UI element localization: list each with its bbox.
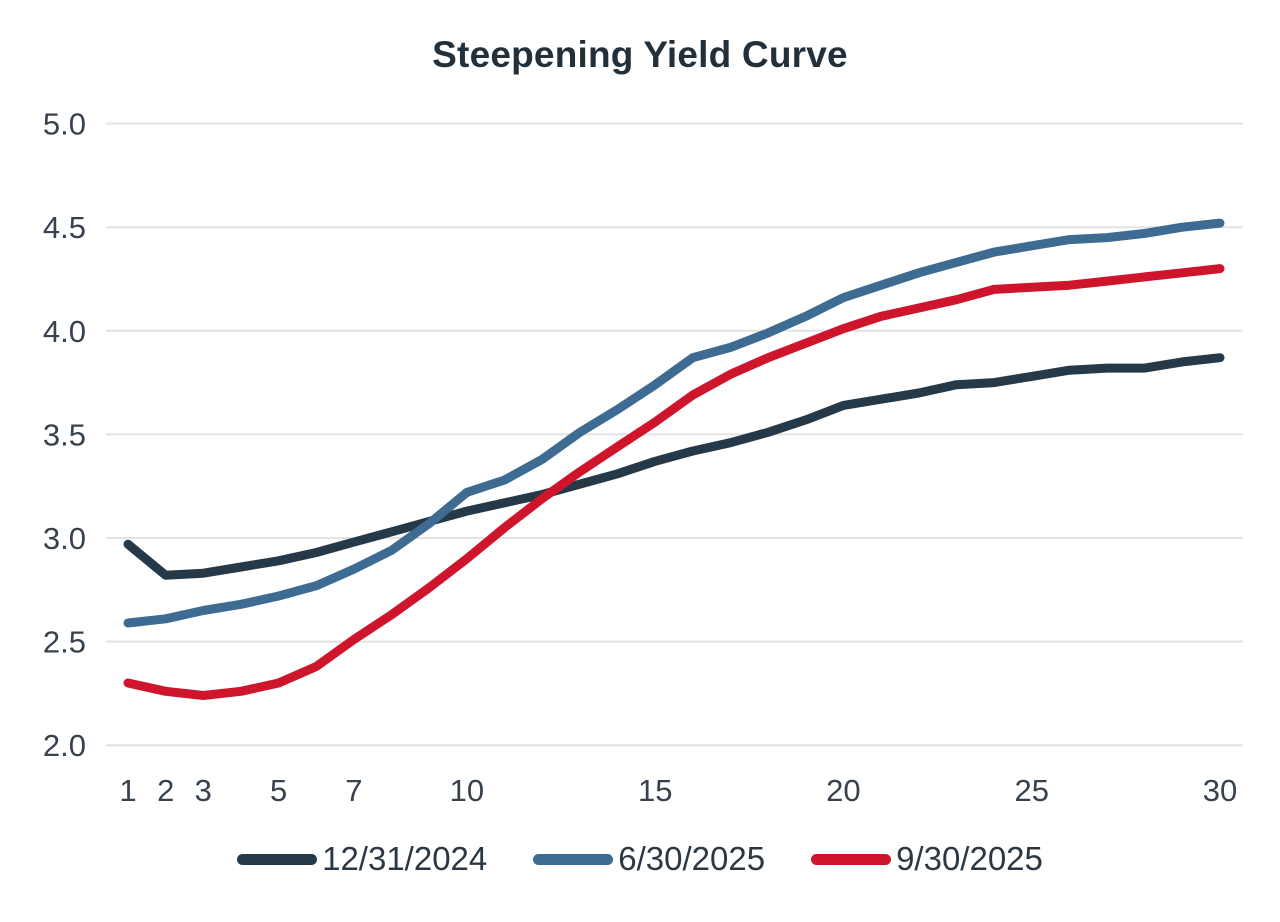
y-tick-label-5.0: 5.0	[43, 107, 86, 142]
y-tick-label-4.5: 4.5	[43, 210, 86, 245]
series-lines-group	[123, 218, 1225, 700]
series-line-1	[123, 218, 1225, 628]
gridlines-group	[106, 122, 1243, 747]
x-tick-label-25: 25	[1014, 773, 1048, 808]
x-tick-label-5: 5	[270, 773, 287, 808]
x-tick-label-3: 3	[195, 773, 212, 808]
legend-item-9-30-2025: 9/30/2025	[811, 840, 1043, 878]
series-line-0	[123, 353, 1225, 580]
x-axis-labels-group: 1 2 3 5 7 10 15 20 25 30	[119, 773, 1237, 808]
x-tick-label-30: 30	[1203, 773, 1237, 808]
legend-swatch-12-31-2024	[237, 853, 318, 865]
legend-item-12-31-2024: 12/31/2024	[237, 840, 487, 878]
y-tick-label-2.5: 2.5	[43, 625, 86, 660]
series-line-2	[123, 264, 1225, 700]
legend-swatch-9-30-2025	[811, 853, 892, 865]
y-tick-label-4.0: 4.0	[43, 314, 86, 349]
x-tick-label-2: 2	[157, 773, 174, 808]
x-tick-label-15: 15	[638, 773, 672, 808]
x-tick-label-20: 20	[826, 773, 860, 808]
legend-label-12-31-2024: 12/31/2024	[322, 840, 488, 877]
legend-label-6-30-2025: 6/30/2025	[618, 840, 766, 877]
y-axis-labels-group: 5.0 4.5 4.0 3.5 3.0 2.5 2.0	[43, 107, 86, 764]
x-tick-label-1: 1	[119, 773, 136, 808]
legend-swatch-6-30-2025	[533, 853, 614, 865]
x-tick-label-7: 7	[345, 773, 362, 808]
legend-item-6-30-2025: 6/30/2025	[533, 840, 765, 878]
legend: 12/31/2024 6/30/2025 9/30/2025	[0, 840, 1280, 878]
y-tick-label-3.0: 3.0	[43, 521, 86, 556]
y-tick-label-2.0: 2.0	[43, 728, 86, 763]
x-tick-label-10: 10	[450, 773, 484, 808]
y-tick-label-3.5: 3.5	[43, 417, 86, 452]
chart-title: Steepening Yield Curve	[432, 34, 848, 75]
legend-label-9-30-2025: 9/30/2025	[896, 840, 1043, 877]
